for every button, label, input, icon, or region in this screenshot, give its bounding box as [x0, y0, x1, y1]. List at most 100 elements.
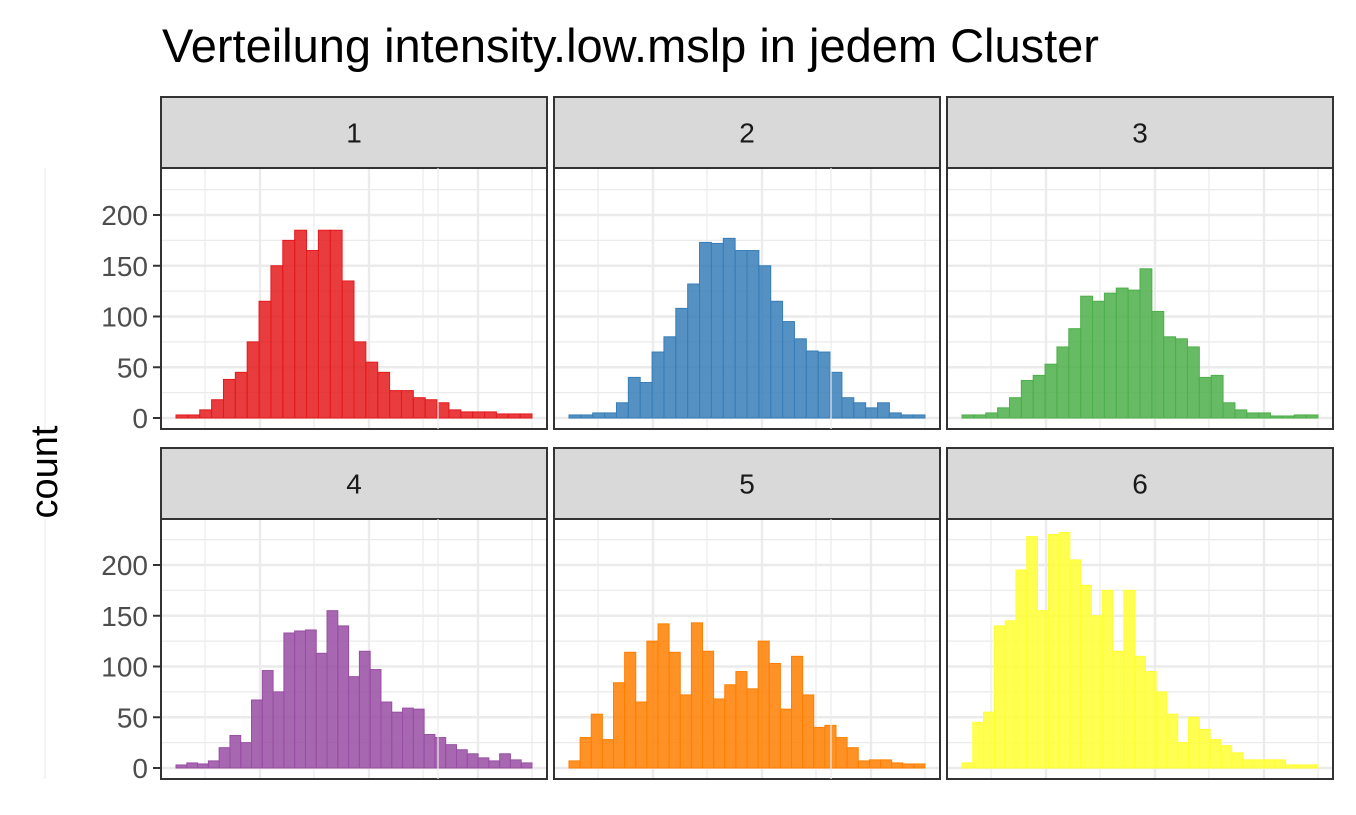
histogram-bar: [507, 413, 521, 419]
histogram-bar: [1008, 397, 1022, 419]
histogram-bar: [1281, 415, 1295, 419]
histogram-bar: [679, 694, 692, 769]
histogram-bar: [186, 762, 199, 769]
histogram-bar: [817, 351, 831, 419]
histogram-bar: [627, 376, 641, 419]
histogram-bar: [218, 747, 231, 769]
histogram-bar: [865, 407, 879, 419]
histogram-bar: [757, 640, 770, 769]
facet-grid: 0 50 100 150 200 0 50 100 150 200 1 2 3 4 5 6: [44, 96, 1334, 784]
histogram-bar: [424, 399, 438, 419]
histogram-bar: [1068, 328, 1082, 419]
facet-strip-label: 1: [346, 118, 362, 149]
histogram-bar: [912, 414, 926, 419]
histogram-bar: [448, 409, 462, 419]
histogram-bar: [635, 701, 648, 769]
histogram-bar: [758, 265, 772, 419]
histogram-bar: [460, 411, 474, 419]
histogram-bar: [690, 622, 703, 769]
histogram-bar: [997, 407, 1010, 419]
histogram-bar: [902, 763, 915, 769]
histogram-bar: [294, 229, 308, 419]
histogram-bar: [1047, 534, 1060, 769]
histogram-bar: [1144, 671, 1157, 769]
histogram-bar: [835, 737, 848, 769]
facet-strip-label: 4: [346, 469, 362, 500]
histogram-bar: [1198, 376, 1212, 419]
histogram-bar: [1020, 379, 1034, 419]
histogram-bar: [234, 371, 248, 419]
histogram-bar: [1151, 310, 1165, 419]
histogram-bar: [402, 707, 414, 769]
chart-title: Verteilung intensity.low.mslp in jedem C…: [162, 19, 1099, 72]
histogram-bar: [802, 694, 815, 769]
histogram-bar: [197, 763, 209, 769]
histogram-bar: [445, 744, 457, 769]
histogram-bar: [1285, 764, 1297, 769]
histogram-bar: [294, 630, 306, 769]
histogram-bar: [734, 250, 748, 419]
histogram-bar: [1246, 412, 1260, 419]
histogram-bar: [282, 239, 296, 419]
histogram-bar: [615, 402, 629, 419]
histogram-bar: [495, 413, 509, 419]
histogram-bar: [315, 652, 328, 769]
histogram-bar: [369, 669, 382, 769]
histogram-bar: [365, 361, 379, 419]
histogram-bar: [317, 229, 331, 419]
histogram-bar: [207, 760, 220, 769]
histogram-bar: [1015, 569, 1028, 769]
histogram-bar: [657, 623, 670, 769]
facet-panel-3: 3: [830, 96, 1334, 430]
histogram-bar: [646, 640, 659, 769]
histogram-bar: [846, 747, 859, 769]
histogram-bar: [211, 399, 224, 419]
panel-border: [553, 167, 941, 430]
histogram-bar: [499, 753, 511, 769]
histogram-bar: [724, 684, 737, 769]
facet-panel-5: 5: [437, 447, 941, 780]
histogram-bar: [1166, 713, 1179, 769]
histogram-bar: [961, 414, 975, 419]
histogram-bar: [283, 632, 296, 769]
histogram-bar: [389, 390, 402, 419]
histogram-bar: [222, 378, 236, 419]
histogram-bar: [985, 412, 999, 419]
facet-strip-label: 2: [739, 118, 755, 149]
histogram-bar: [1231, 752, 1243, 769]
histogram-bar: [304, 629, 317, 769]
histogram-bar: [455, 749, 468, 769]
histogram-bar: [423, 734, 436, 769]
histogram-bar: [891, 762, 904, 769]
histogram-bar: [436, 402, 450, 419]
facet-panel-6: 6: [830, 447, 1334, 780]
histogram-bar: [246, 341, 260, 419]
histogram-bar: [400, 390, 414, 419]
histogram-bar: [1186, 346, 1200, 419]
histogram-bar: [973, 414, 987, 419]
histogram-bar: [722, 237, 736, 419]
histogram-bar: [768, 662, 781, 769]
histogram-bar: [251, 699, 263, 769]
histogram-bar: [639, 381, 653, 419]
histogram-bar: [710, 242, 724, 419]
histogram-bar: [1241, 759, 1254, 769]
histogram-bar: [699, 241, 712, 419]
histogram-bar: [520, 762, 533, 769]
histogram-bar: [1295, 764, 1308, 769]
histogram-bar: [624, 651, 637, 769]
histogram-bar: [702, 650, 715, 769]
histogram-bar: [1177, 742, 1190, 769]
histogram-bar: [1198, 728, 1211, 769]
histogram-bar: [668, 651, 681, 769]
histogram-bar: [1115, 287, 1129, 419]
histogram-bar: [270, 265, 284, 419]
panel-border: [160, 518, 548, 780]
histogram-bar: [1258, 412, 1272, 419]
histogram-bar: [199, 409, 213, 419]
histogram-bar: [358, 650, 371, 769]
facet-strip-label: 6: [1132, 469, 1148, 500]
histogram-bar: [380, 701, 393, 769]
histogram-bar: [341, 280, 355, 419]
histogram-bar: [601, 739, 614, 769]
